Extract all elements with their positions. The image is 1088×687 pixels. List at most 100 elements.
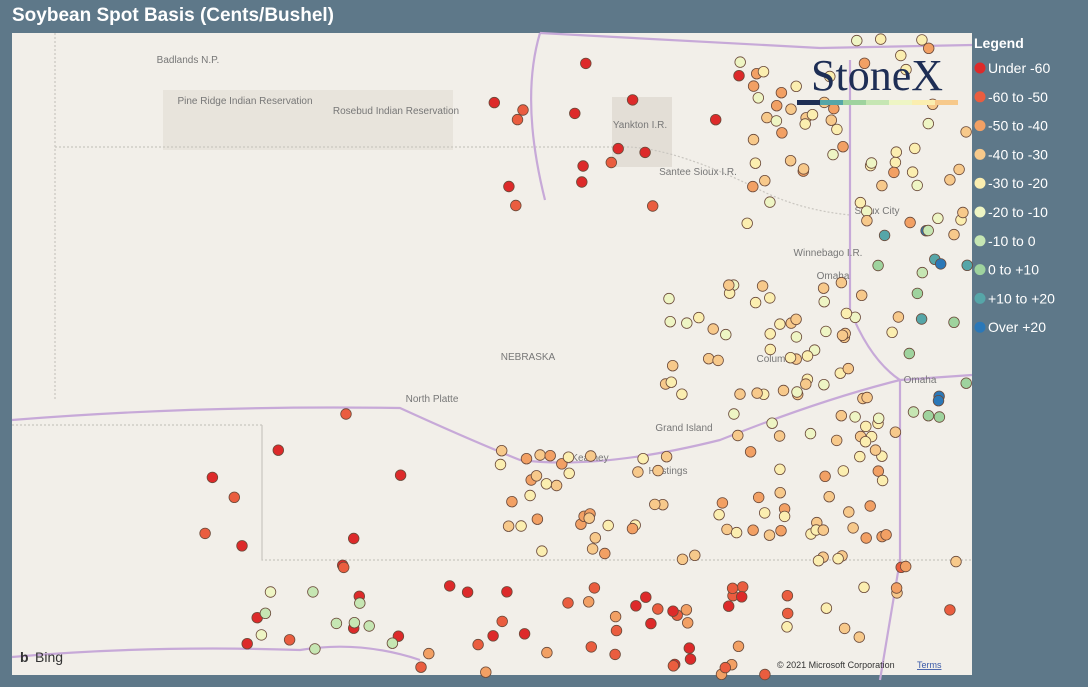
map-point[interactable] [665,376,678,388]
map-point[interactable] [961,259,973,272]
map-point[interactable] [576,176,588,188]
map-point[interactable] [837,465,850,477]
map-point[interactable] [858,57,871,70]
map-point[interactable] [496,445,508,457]
map-point[interactable] [903,347,916,360]
map-point[interactable] [605,156,618,169]
map-point[interactable] [837,140,849,153]
map-point[interactable] [488,96,501,109]
map-point[interactable] [637,453,649,465]
map-point[interactable] [531,513,544,525]
map-point[interactable] [880,529,892,541]
map-point[interactable] [790,80,802,93]
map-point[interactable] [842,362,855,375]
map-point[interactable] [524,489,536,502]
map-point[interactable] [609,648,621,661]
map-point[interactable] [823,491,835,503]
map-point[interactable] [719,661,732,674]
map-point[interactable] [853,631,866,643]
map-point[interactable] [775,525,787,537]
map-point[interactable] [756,280,769,292]
map-point[interactable] [683,642,696,654]
map-point[interactable] [859,436,872,448]
map-point[interactable] [660,451,673,463]
map-point[interactable] [502,520,515,532]
map-point[interactable] [649,498,661,511]
map-point[interactable] [461,586,474,598]
map-point[interactable] [736,591,748,603]
map-point[interactable] [503,180,515,193]
map-point[interactable] [782,607,794,620]
map-point[interactable] [599,547,611,560]
map-point[interactable] [770,115,783,127]
map-point[interactable] [534,449,546,461]
map-point[interactable] [858,581,870,594]
map-point[interactable] [415,661,427,673]
map-point[interactable] [747,80,760,92]
map-point[interactable] [689,549,701,562]
map-point[interactable] [562,597,574,609]
map-point[interactable] [900,63,912,76]
map-point[interactable] [586,543,599,555]
map-point[interactable] [854,450,866,463]
map-point[interactable] [831,123,843,136]
map-point[interactable] [734,56,746,68]
map-point[interactable] [676,388,688,400]
map-point[interactable] [825,114,838,126]
map-point[interactable] [856,289,868,302]
map-point[interactable] [804,427,817,440]
map-point[interactable] [577,160,589,172]
map-point[interactable] [801,350,814,362]
map-point[interactable] [895,49,907,62]
map-point[interactable] [923,42,935,55]
map-point[interactable] [338,561,350,574]
map-point[interactable] [907,406,920,418]
map-point[interactable] [777,384,790,397]
map-point[interactable] [763,529,776,541]
map-point[interactable] [733,69,745,82]
map-point[interactable] [423,647,435,660]
map-point[interactable] [773,430,786,442]
map-point[interactable] [790,313,802,326]
map-point[interactable] [764,292,776,304]
map-point[interactable] [340,408,352,420]
map-point[interactable] [778,510,791,523]
map-point[interactable] [652,603,664,615]
map-point[interactable] [747,133,760,146]
map-point[interactable] [515,520,527,532]
map-point[interactable] [944,604,956,616]
map-point[interactable] [710,113,722,126]
map-point[interactable] [886,326,898,339]
map-point[interactable] [737,581,749,593]
map-point[interactable] [583,596,595,608]
map-point[interactable] [612,142,624,155]
map-point[interactable] [873,412,885,425]
map-point[interactable] [818,379,830,391]
map-point[interactable] [588,582,601,594]
map-point[interactable] [757,65,770,78]
map-point[interactable] [900,560,912,573]
map-point[interactable] [676,553,689,566]
map-point[interactable] [494,458,507,471]
map-point[interactable] [861,205,873,217]
map-point[interactable] [626,94,639,106]
map-point[interactable] [838,622,851,635]
map-point[interactable] [889,426,902,438]
map-point[interactable] [602,519,614,532]
map-point[interactable] [730,526,743,539]
map-point[interactable] [589,532,602,544]
map-point[interactable] [932,395,945,407]
map-point[interactable] [766,417,778,429]
map-point[interactable] [585,641,598,653]
map-point[interactable] [487,630,499,642]
map-point[interactable] [835,410,848,422]
map-point[interactable] [264,586,277,598]
map-point[interactable] [728,408,740,420]
map-point[interactable] [664,316,676,328]
map-point[interactable] [835,276,848,289]
map-point[interactable] [781,590,794,602]
map-point[interactable] [747,524,759,536]
map-point[interactable] [723,279,735,291]
map-point[interactable] [707,323,719,335]
map-point[interactable] [544,450,556,462]
